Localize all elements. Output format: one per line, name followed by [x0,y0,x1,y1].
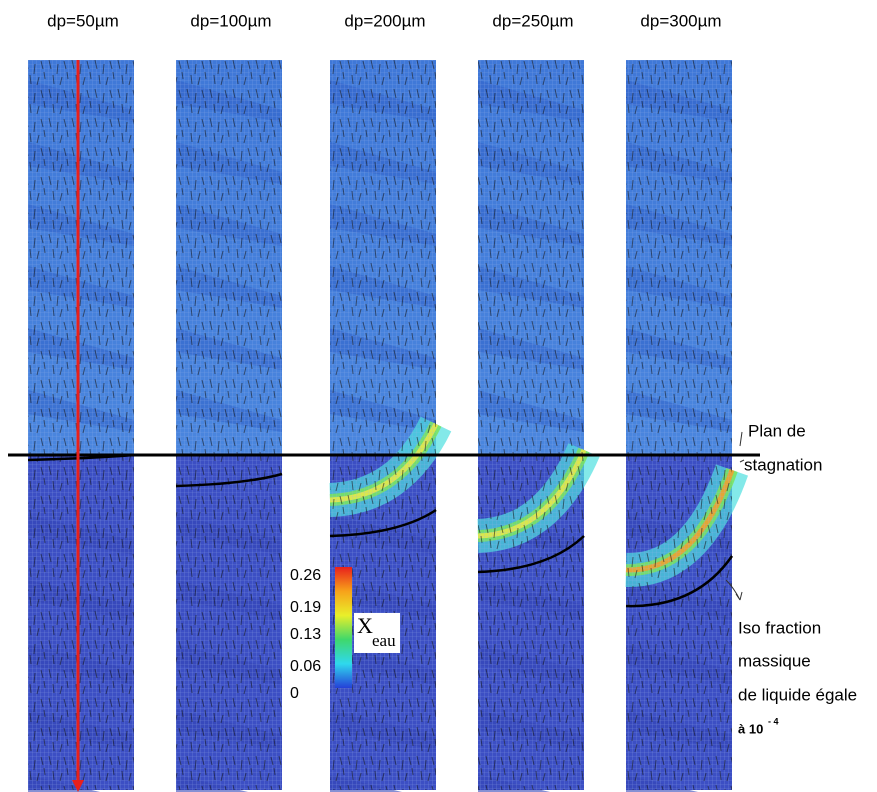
panel-title: dp=200µm [344,11,425,30]
vectors [28,60,134,790]
iso-exponent: - 4 [768,716,779,726]
red-arrow-head [72,780,84,792]
colorbar-label: X [357,613,373,638]
colorbar-tick-label: 0.19 [290,599,321,616]
colorbar-tick-label: 0.26 [290,567,321,584]
colorbar-tick-label: 0 [290,685,299,702]
panels: dp=50µm dp=100µm dp=200µm dp=250µm dp=300µm [27,11,749,792]
iso-label: à 10 [738,721,763,736]
panel-title: dp=300µm [640,11,721,30]
panel-title: dp=50µm [47,11,119,30]
iso-curve [329,508,437,538]
colorbar-tick-label: 0.06 [290,658,321,675]
iso-curve [477,535,585,574]
vectors [478,60,584,790]
stagnation-label: Plan de [748,421,806,440]
colorbar-tick-label: 0.13 [290,626,321,643]
iso-label: massique [738,651,811,670]
leader [725,579,743,601]
vectors [176,60,282,790]
colorbar [335,567,352,688]
iso-label: de liquide égale [738,685,857,704]
iso-curve [175,472,283,488]
vectors [626,60,732,790]
iso-label: Iso fraction [738,618,821,637]
stagnation-label: stagnation [744,455,822,474]
panel-title: dp=250µm [492,11,573,30]
colorbar-label-box [354,613,400,653]
panel-title: dp=100µm [190,11,271,30]
colorbar-label-sub: eau [372,631,396,650]
iso-curve [625,555,734,608]
leader [739,431,745,463]
